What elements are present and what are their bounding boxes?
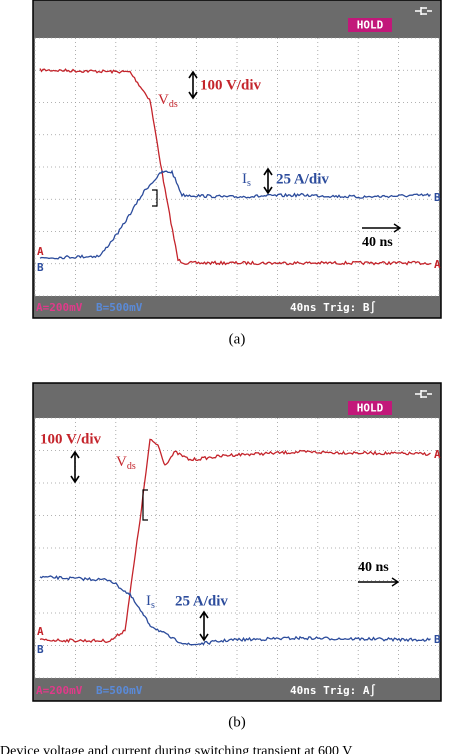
voltage-label: Vds [158,92,178,110]
current-trace [39,169,431,260]
channel-marker: A [434,448,441,461]
current-label: Is [146,593,155,611]
channel-marker: A [37,245,44,258]
settings-b: B=500mV [96,301,143,314]
panel-caption: (b) [228,714,246,730]
current-subscript: s [151,600,155,611]
plug-icon [415,7,432,15]
hold-badge [348,401,392,415]
voltage-scale: 100 V/div [40,431,101,447]
panel-caption: (a) [229,331,246,347]
channel-marker: A [37,625,44,638]
voltage-scale: 100 V/div [200,77,261,93]
voltage-subscript: ds [127,461,136,472]
settings-a: A=200mV [36,684,83,697]
channel-marker: B [37,261,44,274]
hold-label: HOLD [357,19,384,32]
time-arrow [362,223,402,233]
scale-arrow [199,610,209,642]
voltage-subscript: ds [169,99,178,110]
channel-marker: A [434,258,441,271]
voltage-trace [39,68,432,266]
voltage-trace [39,438,431,644]
channel-marker: B [37,643,44,656]
current-label: Is [242,171,251,189]
settings-a: A=200mV [36,301,83,314]
hold-badge [348,18,392,32]
channel-marker: B [434,633,441,646]
voltage-symbol: V [116,454,127,470]
settings-b: B=500mV [96,684,143,697]
current-symbol: I [242,171,247,187]
current-symbol: I [146,593,151,609]
current-trace [39,575,431,646]
scale-arrow [70,450,80,484]
trigger-setting: 40ns Trig: B∫ [290,301,376,314]
bracket [152,189,158,207]
current-scale: 25 A/div [276,171,329,187]
bracket [142,489,148,521]
channel-marker: B [434,191,441,204]
plug-icon [415,390,432,398]
scale-arrow [263,167,273,195]
current-subscript: s [247,178,251,189]
voltage-label: Vds [116,454,136,472]
time-scale: 40 ns [358,560,389,575]
time-scale: 40 ns [362,235,393,250]
voltage-symbol: V [158,92,169,108]
scale-arrow [188,70,198,100]
current-scale: 25 A/div [175,593,228,609]
trigger-setting: 40ns Trig: A∫ [290,684,376,697]
hold-label: HOLD [357,402,384,415]
time-arrow [358,577,400,587]
figure-caption: Device voltage and current during switch… [0,744,352,754]
